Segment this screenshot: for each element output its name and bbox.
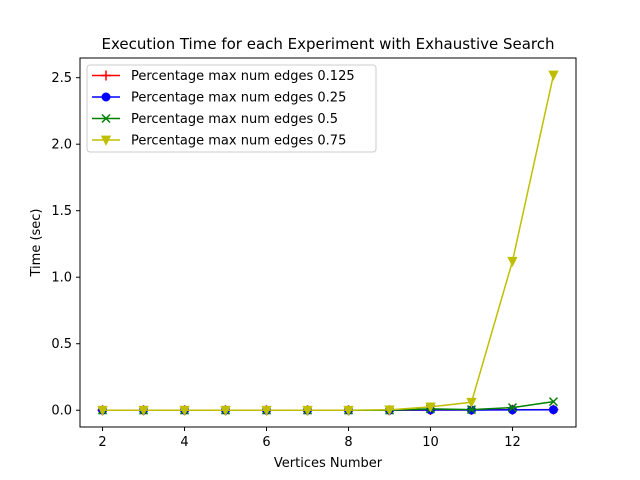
- legend-entry-2: Percentage max num edges 0.5: [92, 112, 338, 127]
- data-point: [384, 405, 395, 416]
- data-point: [138, 405, 149, 417]
- y-tick-label: 2.5: [51, 71, 72, 86]
- data-point: [548, 70, 559, 81]
- data-point: [302, 405, 313, 417]
- legend-label: Percentage max num edges 0.25: [131, 91, 346, 106]
- series-3: [97, 70, 559, 417]
- legend-entry-1: Percentage max num edges 0.25: [92, 91, 346, 106]
- x-tick-label: 4: [180, 435, 188, 450]
- legend-marker: [101, 70, 111, 81]
- data-point: [548, 405, 558, 415]
- legend-entry-0: Percentage max num edges 0.125: [92, 69, 355, 84]
- legend-box: [86, 64, 377, 153]
- data-point: [466, 397, 477, 409]
- legend: Percentage max num edges 0.125 Percentage…: [86, 64, 377, 153]
- legend-label: Percentage max num edges 0.5: [131, 112, 338, 127]
- axes-frame: [79, 57, 577, 428]
- plot-area: [97, 70, 559, 417]
- legend-marker: [100, 135, 112, 146]
- x-tick-label: 6: [262, 435, 270, 450]
- legend-label: Percentage max num edges 0.125: [131, 69, 355, 84]
- data-point: [466, 405, 477, 415]
- x-tick-label: 2: [98, 435, 106, 450]
- data-point: [548, 397, 558, 407]
- y-tick-label: 2.0: [51, 138, 72, 153]
- data-point: [425, 402, 436, 413]
- data-point: [261, 405, 272, 417]
- x-tick-label: 8: [344, 435, 352, 450]
- y-axis: 0.0 0.5 1.0 1.5 2.0 2.5: [51, 71, 80, 419]
- data-point: [97, 405, 108, 417]
- y-tick-label: 0.0: [51, 404, 72, 419]
- x-axis: 2 4 6 8 10 12: [98, 427, 521, 450]
- data-point: [179, 405, 190, 417]
- y-tick-label: 1.5: [51, 204, 72, 219]
- data-point: [343, 405, 354, 417]
- y-axis-label: Time (sec): [29, 208, 44, 277]
- legend-marker: [101, 92, 111, 102]
- x-tick-label: 10: [422, 435, 439, 450]
- data-point: [220, 405, 231, 417]
- x-tick-label: 12: [504, 435, 521, 450]
- chart-title: Execution Time for each Experiment with …: [101, 35, 554, 53]
- legend-label: Percentage max num edges 0.75: [131, 134, 346, 149]
- legend-entry-3: Percentage max num edges 0.75: [92, 134, 346, 149]
- series-line-3: [102, 74, 555, 411]
- legend-marker: [101, 113, 111, 124]
- data-point: [507, 256, 518, 268]
- x-axis-label: Vertices Number: [274, 456, 383, 471]
- data-point: [507, 403, 517, 413]
- y-tick-label: 1.0: [51, 271, 72, 286]
- y-tick-label: 0.5: [51, 337, 72, 352]
